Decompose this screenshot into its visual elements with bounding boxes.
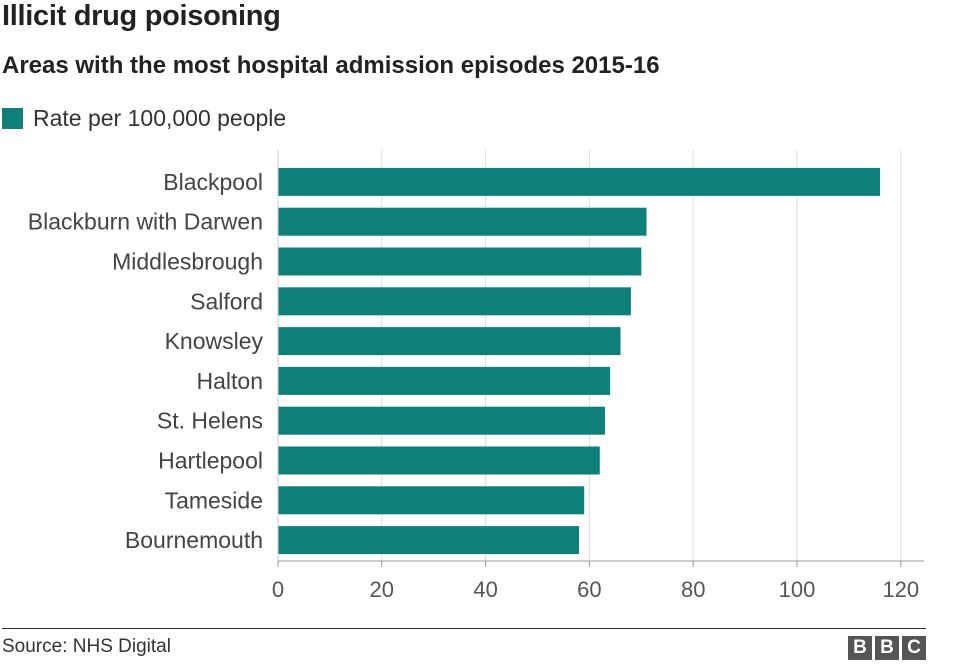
- legend: Rate per 100,000 people: [2, 105, 286, 132]
- category-label: Blackburn with Darwen: [28, 209, 263, 235]
- bar: [278, 366, 611, 395]
- bar: [278, 406, 605, 435]
- x-tick-label: 120: [882, 577, 919, 602]
- bbc-logo-letter: B: [848, 636, 872, 660]
- category-label: Tameside: [165, 487, 263, 513]
- category-label: Halton: [197, 368, 263, 394]
- category-label: Hartlepool: [158, 448, 263, 474]
- legend-label: Rate per 100,000 people: [33, 105, 287, 131]
- bar: [278, 446, 600, 475]
- bar: [278, 167, 881, 196]
- x-tick-label: 80: [681, 577, 705, 602]
- footer-divider: [2, 628, 926, 629]
- bbc-logo-letter: C: [902, 636, 926, 660]
- bar: [278, 287, 631, 316]
- bar: [278, 247, 642, 276]
- category-label: Middlesbrough: [112, 249, 263, 275]
- x-tick-label: 40: [473, 577, 497, 602]
- chart-title: Illicit drug poisoning: [2, 0, 281, 32]
- legend-swatch: [2, 108, 23, 129]
- bar: [278, 486, 585, 515]
- category-label: Blackpool: [163, 169, 263, 195]
- x-tick-label: 20: [370, 577, 394, 602]
- source-note: Source: NHS Digital: [2, 636, 171, 657]
- x-tick-label: 100: [779, 577, 816, 602]
- category-label: Bournemouth: [125, 527, 263, 553]
- bar: [278, 526, 580, 555]
- bar: [278, 327, 621, 356]
- bbc-logo-letter: B: [875, 636, 899, 660]
- bbc-logo: B B C: [848, 636, 926, 660]
- category-label: Salford: [190, 288, 263, 314]
- x-tick-label: 60: [577, 577, 601, 602]
- x-tick-label: 0: [272, 577, 284, 602]
- category-label: Knowsley: [165, 328, 264, 354]
- bar: [278, 207, 647, 236]
- chart-subtitle: Areas with the most hospital admission e…: [2, 52, 660, 79]
- category-label: St. Helens: [157, 408, 263, 434]
